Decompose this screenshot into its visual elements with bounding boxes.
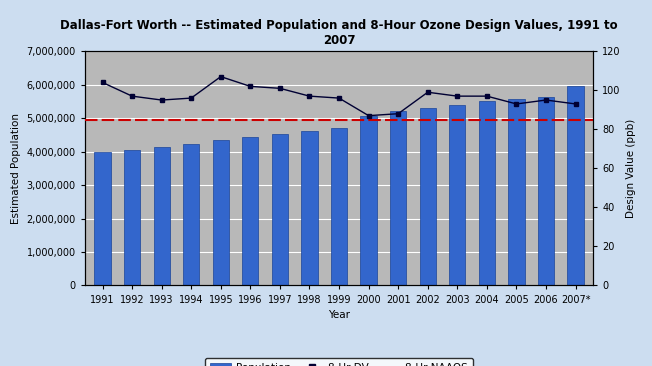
Bar bbox=[509, 100, 525, 285]
Bar bbox=[242, 137, 258, 285]
Bar bbox=[361, 116, 377, 285]
Bar bbox=[95, 152, 111, 285]
Bar bbox=[390, 111, 406, 285]
Bar bbox=[183, 144, 200, 285]
Bar bbox=[420, 108, 436, 285]
Y-axis label: Design Value (ppb): Design Value (ppb) bbox=[627, 119, 636, 218]
Y-axis label: Estimated Population: Estimated Population bbox=[11, 113, 21, 224]
Bar bbox=[272, 134, 288, 285]
Bar bbox=[301, 131, 318, 285]
Bar bbox=[153, 147, 170, 285]
Bar bbox=[213, 140, 229, 285]
Bar bbox=[567, 86, 584, 285]
Title: Dallas-Fort Worth -- Estimated Population and 8-Hour Ozone Design Values, 1991 t: Dallas-Fort Worth -- Estimated Populatio… bbox=[60, 19, 618, 47]
Bar bbox=[124, 150, 140, 285]
X-axis label: Year: Year bbox=[328, 310, 350, 320]
Bar bbox=[479, 101, 495, 285]
Bar bbox=[538, 97, 554, 285]
Legend: Population, 8-Hr DV, 8-Hr NAAQS: Population, 8-Hr DV, 8-Hr NAAQS bbox=[205, 358, 473, 366]
Bar bbox=[331, 128, 347, 285]
Bar bbox=[449, 105, 466, 285]
